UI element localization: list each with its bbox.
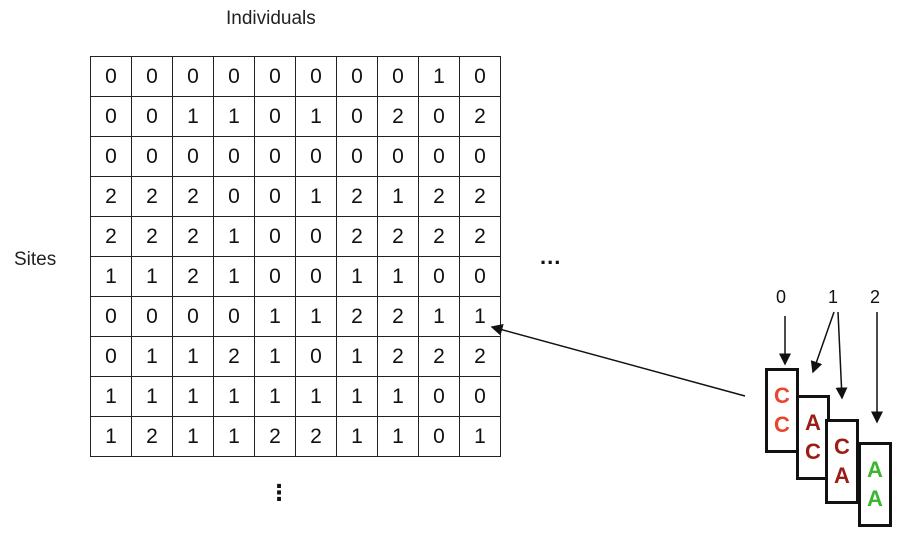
- allele-2: C: [774, 411, 790, 437]
- key-label-0: 0: [776, 287, 787, 307]
- matrix-cell: 0: [131, 96, 173, 137]
- matrix-cell: 2: [90, 176, 132, 217]
- matrix-cell: 0: [254, 176, 296, 217]
- matrix-cell: 0: [90, 56, 132, 97]
- matrix-cell: 2: [336, 216, 378, 257]
- matrix-cell: 2: [459, 336, 501, 377]
- matrix-cell: 2: [377, 336, 419, 377]
- matrix-cell: 1: [418, 56, 460, 97]
- matrix-cell: 0: [295, 136, 337, 177]
- allele-1: A: [867, 456, 883, 482]
- genotype-box-aa: A A: [858, 442, 892, 527]
- allele-1: A: [805, 409, 821, 435]
- matrix-cell: 0: [377, 136, 419, 177]
- matrix-cell: 1: [172, 336, 214, 377]
- matrix-cell: 0: [377, 56, 419, 97]
- matrix-cell: 0: [459, 56, 501, 97]
- matrix-cell: 0: [418, 416, 460, 457]
- matrix-cell: 2: [131, 416, 173, 457]
- matrix-cell: 0: [172, 136, 214, 177]
- more-columns-ellipsis: ...: [540, 244, 562, 269]
- allele-1: C: [774, 382, 790, 408]
- matrix-cell: 1: [213, 416, 255, 457]
- matrix-cell: 0: [336, 56, 378, 97]
- matrix-cell: 2: [377, 296, 419, 337]
- allele-1: C: [834, 433, 850, 459]
- key-arrow-1a: [810, 311, 835, 374]
- matrix-cell: 0: [418, 96, 460, 137]
- matrix-cell: 1: [295, 176, 337, 217]
- matrix-cell: 1: [172, 416, 214, 457]
- matrix-cell: 1: [213, 376, 255, 417]
- matrix-cell: 0: [254, 96, 296, 137]
- matrix-cell: 2: [131, 216, 173, 257]
- matrix-cell: 1: [377, 416, 419, 457]
- matrix-cell: 2: [418, 176, 460, 217]
- matrix-cell: 0: [213, 176, 255, 217]
- matrix-cell: 1: [418, 296, 460, 337]
- matrix-cell: 0: [459, 256, 501, 297]
- matrix-cell: 0: [418, 376, 460, 417]
- matrix-cell: 0: [336, 136, 378, 177]
- genotype-box-ac: A C: [796, 395, 830, 480]
- matrix-cell: 2: [459, 96, 501, 137]
- matrix-cell: 1: [90, 256, 132, 297]
- matrix-cell: 1: [254, 376, 296, 417]
- matrix-cell: 0: [213, 136, 255, 177]
- matrix-cell: 2: [459, 216, 501, 257]
- matrix-cell: 0: [459, 376, 501, 417]
- matrix-cell: 0: [336, 96, 378, 137]
- allele-2: A: [834, 462, 850, 488]
- pointer-arrow: [490, 323, 746, 397]
- matrix-cell: 1: [295, 96, 337, 137]
- genotype-box-ca: C A: [825, 419, 859, 504]
- allele-2: A: [867, 485, 883, 511]
- key-arrow-1b: [835, 311, 848, 400]
- matrix-cell: 1: [336, 376, 378, 417]
- row-axis-title: Sites: [14, 249, 57, 270]
- allele-2: C: [805, 438, 821, 464]
- matrix-cell: 2: [172, 216, 214, 257]
- matrix-cell: 2: [418, 216, 460, 257]
- matrix-cell: 0: [131, 56, 173, 97]
- matrix-cell: 0: [295, 56, 337, 97]
- key-label-1: 1: [828, 287, 839, 307]
- column-axis-title: Individuals: [226, 8, 316, 29]
- matrix-cell: 2: [418, 336, 460, 377]
- matrix-cell: 1: [295, 376, 337, 417]
- matrix-cell: 0: [459, 136, 501, 177]
- matrix-cell: 2: [336, 176, 378, 217]
- matrix-cell: 1: [459, 416, 501, 457]
- matrix-cell: 0: [418, 256, 460, 297]
- matrix-cell: 0: [131, 136, 173, 177]
- matrix-cell: 1: [90, 416, 132, 457]
- matrix-cell: 2: [295, 416, 337, 457]
- genotype-box-cc: C C: [765, 368, 799, 453]
- key-label-2: 2: [870, 287, 881, 307]
- matrix-cell: 1: [90, 376, 132, 417]
